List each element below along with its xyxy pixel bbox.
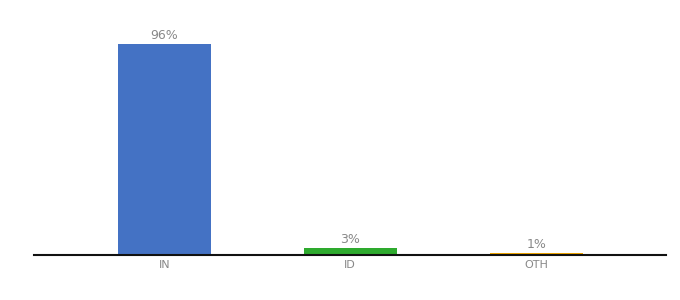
Text: 3%: 3% (340, 233, 360, 246)
Text: 1%: 1% (526, 238, 546, 250)
Bar (118, 44, 211, 255)
Bar (490, 253, 583, 255)
Text: 96%: 96% (150, 28, 178, 42)
Bar (304, 248, 396, 255)
